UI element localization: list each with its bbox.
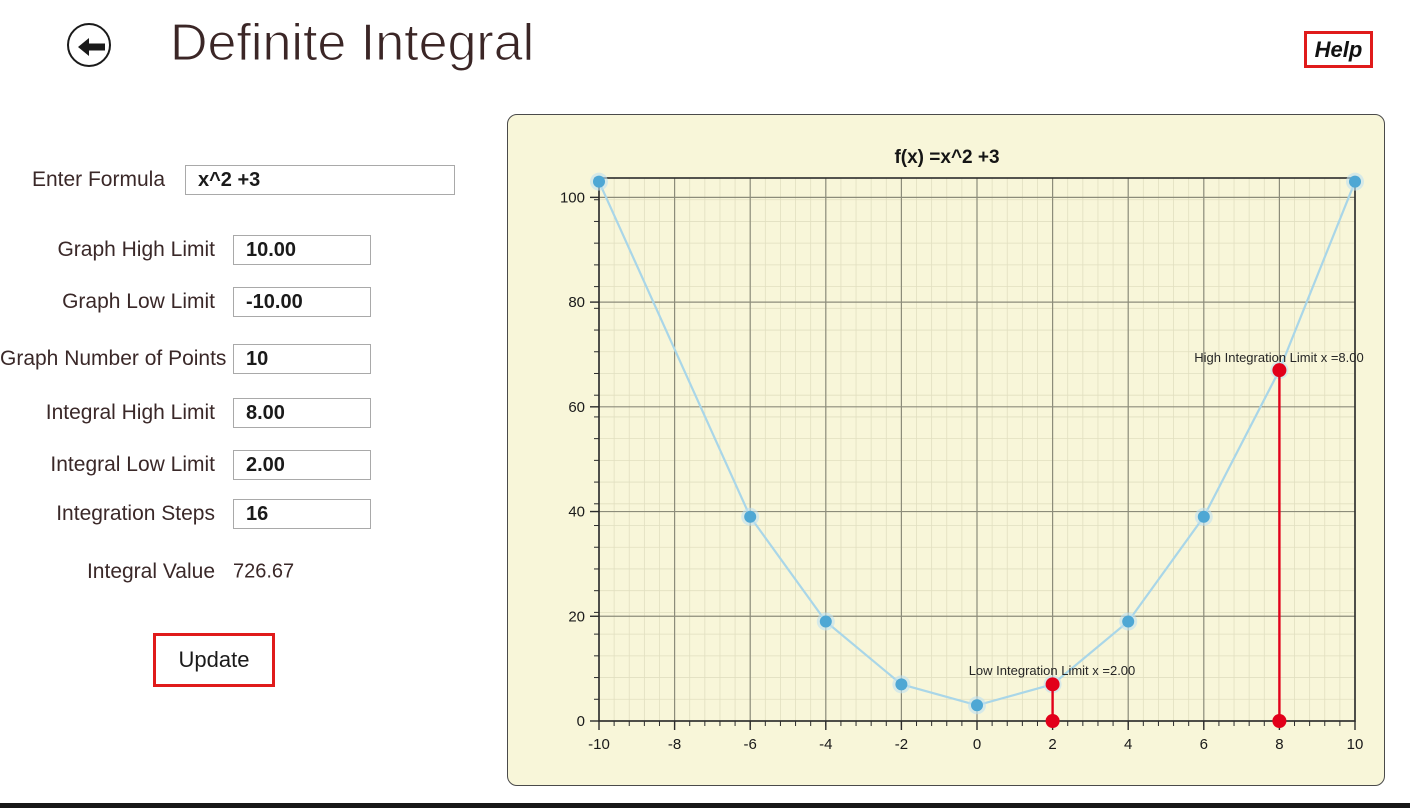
svg-text:20: 20 xyxy=(568,608,585,625)
svg-text:6: 6 xyxy=(1200,736,1208,753)
svg-text:2: 2 xyxy=(1048,736,1056,753)
svg-text:40: 40 xyxy=(568,504,585,521)
svg-text:8: 8 xyxy=(1275,736,1283,753)
svg-text:f(x) =x^2 +3: f(x) =x^2 +3 xyxy=(894,147,999,168)
svg-text:80: 80 xyxy=(568,294,585,311)
svg-text:Low Integration Limit x =2.00: Low Integration Limit x =2.00 xyxy=(969,663,1136,678)
svg-text:-8: -8 xyxy=(668,736,681,753)
svg-text:-6: -6 xyxy=(744,736,757,753)
svg-text:Definite Integral: Definite Integral xyxy=(170,14,534,72)
svg-text:0: 0 xyxy=(577,713,585,730)
svg-text:100: 100 xyxy=(560,189,585,206)
svg-text:60: 60 xyxy=(568,399,585,416)
svg-text:-2: -2 xyxy=(895,736,908,753)
svg-text:0: 0 xyxy=(973,736,981,753)
svg-text:-10: -10 xyxy=(588,736,610,753)
svg-text:4: 4 xyxy=(1124,736,1132,753)
svg-text:-4: -4 xyxy=(819,736,832,753)
svg-text:High Integration Limit x =8.00: High Integration Limit x =8.00 xyxy=(1194,350,1363,365)
svg-text:10: 10 xyxy=(1347,736,1364,753)
